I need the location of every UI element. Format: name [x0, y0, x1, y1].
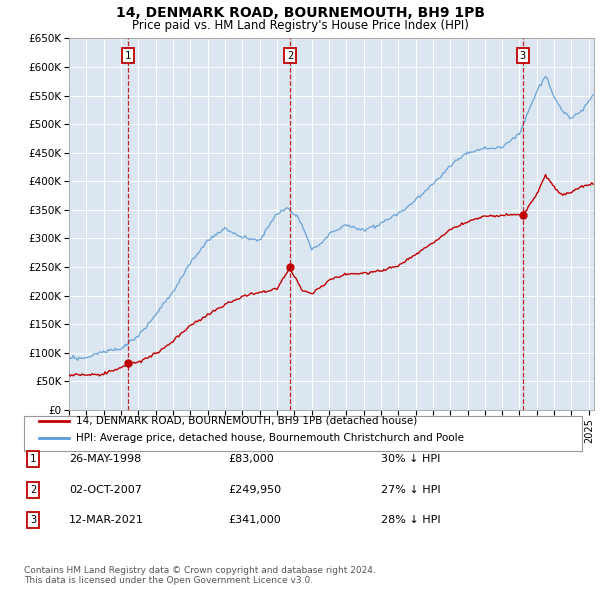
- Text: 26-MAY-1998: 26-MAY-1998: [69, 454, 141, 464]
- Text: £249,950: £249,950: [228, 485, 281, 494]
- Text: 14, DENMARK ROAD, BOURNEMOUTH, BH9 1PB: 14, DENMARK ROAD, BOURNEMOUTH, BH9 1PB: [115, 6, 485, 20]
- Text: 28% ↓ HPI: 28% ↓ HPI: [381, 516, 440, 525]
- Text: 27% ↓ HPI: 27% ↓ HPI: [381, 485, 440, 494]
- Text: 2: 2: [30, 485, 36, 494]
- Text: 2: 2: [287, 51, 293, 61]
- Text: 3: 3: [30, 516, 36, 525]
- Text: 14, DENMARK ROAD, BOURNEMOUTH, BH9 1PB (detached house): 14, DENMARK ROAD, BOURNEMOUTH, BH9 1PB (…: [76, 416, 418, 425]
- Text: 30% ↓ HPI: 30% ↓ HPI: [381, 454, 440, 464]
- Text: £341,000: £341,000: [228, 516, 281, 525]
- Text: £83,000: £83,000: [228, 454, 274, 464]
- Text: 1: 1: [30, 454, 36, 464]
- Text: 1: 1: [125, 51, 131, 61]
- Text: 02-OCT-2007: 02-OCT-2007: [69, 485, 142, 494]
- Text: Contains HM Land Registry data © Crown copyright and database right 2024.
This d: Contains HM Land Registry data © Crown c…: [24, 566, 376, 585]
- Text: 12-MAR-2021: 12-MAR-2021: [69, 516, 144, 525]
- Text: 3: 3: [520, 51, 526, 61]
- Text: Price paid vs. HM Land Registry's House Price Index (HPI): Price paid vs. HM Land Registry's House …: [131, 19, 469, 32]
- Text: HPI: Average price, detached house, Bournemouth Christchurch and Poole: HPI: Average price, detached house, Bour…: [76, 433, 464, 442]
